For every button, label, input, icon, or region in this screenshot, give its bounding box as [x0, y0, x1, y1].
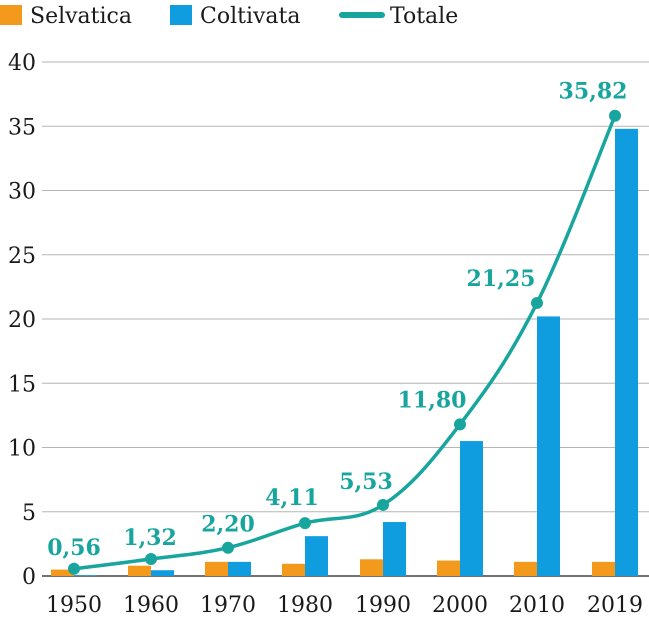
x-axis: 1950 1960 1970 1980 1990 2000 2010 2019 [46, 593, 643, 618]
y-tick-label-0: 0 [22, 565, 36, 590]
x-tick-label-2000: 2000 [432, 593, 488, 618]
legend-swatch-coltivata [170, 5, 192, 25]
totale-label-1980: 4,11 [265, 485, 319, 511]
legend: Selvatica Coltivata Totale [0, 4, 458, 29]
bar-coltivata-2019 [615, 128, 638, 576]
bar-coltivata-1950 [74, 575, 97, 576]
x-tick-label-2019: 2019 [587, 593, 643, 618]
x-tick-label-1990: 1990 [355, 593, 411, 618]
y-tick-label-5: 5 [22, 501, 36, 526]
totale-point-2000 [454, 418, 466, 431]
totale-label-2000: 11,80 [398, 387, 467, 413]
legend-swatch-selvatica [0, 5, 22, 25]
bars [51, 128, 638, 576]
totale-line: 0,56 1,32 2,20 4,11 5,53 11,80 21,25 35,82 [47, 79, 627, 575]
bar-selvatica-2000 [437, 560, 460, 576]
totale-label-1990: 5,53 [339, 469, 393, 495]
bar-coltivata-1960 [151, 570, 174, 576]
y-tick-label-35: 35 [8, 115, 36, 140]
bar-selvatica-1960 [128, 565, 151, 576]
bar-coltivata-2010 [537, 316, 560, 576]
totale-point-2010 [531, 296, 543, 309]
bar-selvatica-1990 [360, 559, 383, 576]
totale-line-path [72, 113, 617, 571]
x-tick-label-1980: 1980 [277, 593, 333, 618]
y-axis: 0 5 10 15 20 25 30 35 40 [8, 51, 36, 590]
totale-label-1950: 0,56 [47, 535, 101, 561]
totale-point-1990 [377, 498, 389, 511]
y-tick-label-15: 15 [8, 372, 36, 397]
bar-selvatica-1980 [282, 563, 305, 576]
totale-point-1980 [299, 517, 311, 530]
bar-selvatica-1950 [51, 569, 74, 576]
x-tick-label-1960: 1960 [123, 593, 179, 618]
x-tick-label-1970: 1970 [200, 593, 256, 618]
y-tick-label-10: 10 [8, 437, 36, 462]
totale-point-1950 [68, 562, 80, 575]
totale-point-2019 [609, 109, 621, 122]
bar-selvatica-2010 [514, 561, 537, 576]
totale-point-1970 [222, 541, 234, 554]
totale-label-1960: 1,32 [123, 525, 177, 551]
y-tick-label-30: 30 [8, 180, 36, 205]
legend-label-totale: Totale [390, 4, 458, 29]
bar-selvatica-1970 [205, 561, 228, 576]
bar-coltivata-2000 [460, 441, 483, 576]
y-tick-label-25: 25 [8, 244, 36, 269]
bar-coltivata-1980 [305, 536, 328, 576]
legend-label-coltivata: Coltivata [200, 4, 301, 29]
totale-label-1970: 2,20 [201, 512, 255, 538]
y-tick-label-20: 20 [8, 308, 36, 333]
totale-label-2019: 35,82 [559, 79, 628, 105]
legend-label-selvatica: Selvatica [30, 4, 132, 29]
y-tick-label-40: 40 [8, 51, 36, 76]
bar-coltivata-1990 [383, 522, 406, 576]
bar-coltivata-1970 [228, 561, 251, 576]
totale-point-1960 [145, 553, 157, 566]
totale-label-2010: 21,25 [467, 266, 536, 292]
x-tick-label-1950: 1950 [46, 593, 102, 618]
x-tick-label-2010: 2010 [509, 593, 565, 618]
bar-selvatica-2019 [592, 561, 615, 576]
